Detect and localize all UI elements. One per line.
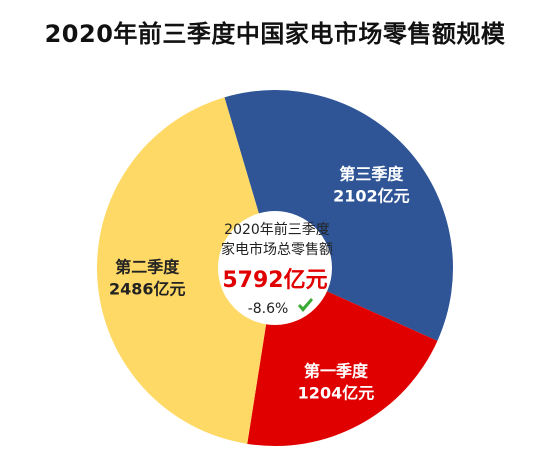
center-total: 5792亿元 <box>222 268 327 293</box>
slice-3 <box>97 97 276 444</box>
chart-slices <box>97 89 453 446</box>
slice-label-name-2: 第一季度 <box>304 362 369 381</box>
slice-label-value-1: 2102亿元 <box>333 187 410 206</box>
slice-label-name-3: 第二季度 <box>115 257 180 276</box>
slice-label-value-3: 2486亿元 <box>109 279 186 298</box>
down-check-arrow-icon <box>298 298 313 312</box>
chart-title: 2020年前三季度中国家电市场零售额规模 <box>44 20 506 48</box>
center-line1: 2020年前三季度 <box>224 221 330 238</box>
slice-1 <box>224 89 453 341</box>
center-change: -8.6% <box>248 301 289 317</box>
center-line2: 家电市场总零售额 <box>221 241 333 258</box>
slice-label-name-1: 第三季度 <box>339 165 404 184</box>
slice-label-value-2: 1204亿元 <box>298 384 375 403</box>
center-summary: 2020年前三季度 家电市场总零售额 5792亿元 -8.6% <box>221 221 333 317</box>
center-hole <box>218 211 332 325</box>
